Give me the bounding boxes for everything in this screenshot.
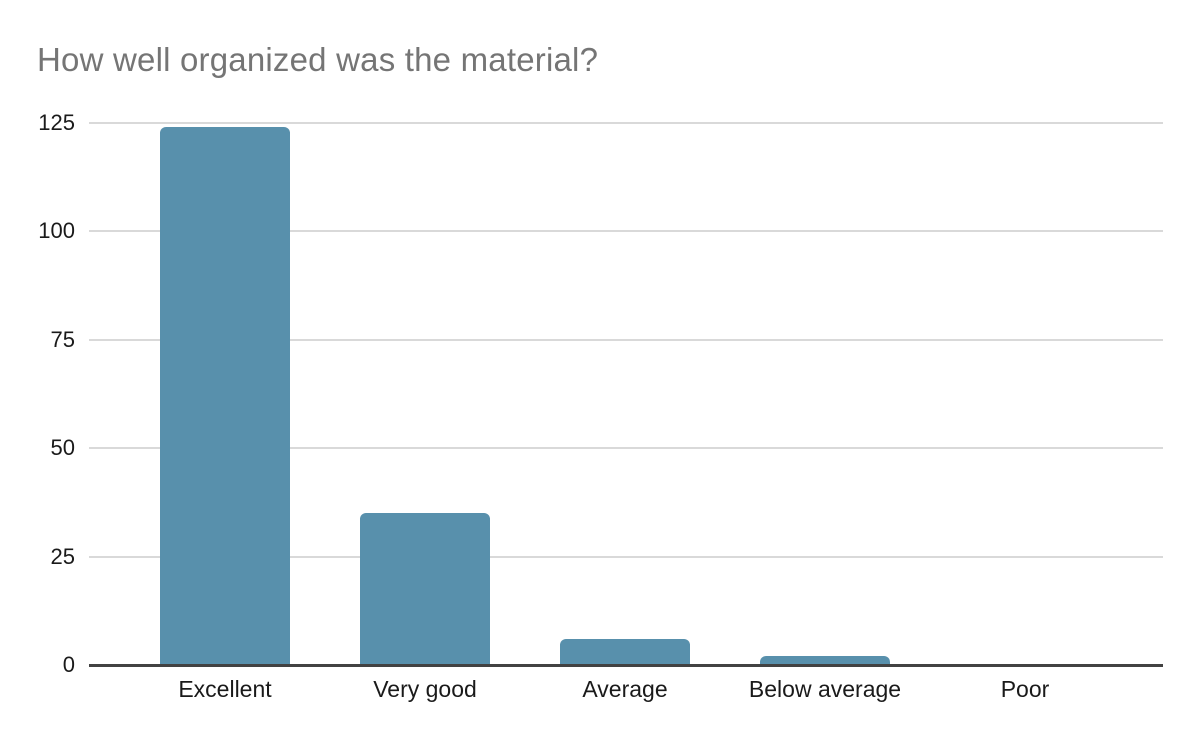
plot-area bbox=[89, 122, 1163, 667]
bar-slot bbox=[325, 123, 525, 665]
bar-below-average bbox=[760, 656, 890, 665]
bar-very-good bbox=[360, 513, 490, 665]
y-tick-label: 75 bbox=[50, 326, 75, 352]
gridline bbox=[89, 230, 1163, 233]
x-category-label: Average bbox=[582, 676, 668, 702]
gridline bbox=[89, 447, 1163, 450]
y-tick-label: 125 bbox=[38, 110, 75, 135]
x-axis-baseline bbox=[89, 664, 1163, 667]
bar-slot bbox=[125, 123, 325, 665]
x-category-label: Poor bbox=[1000, 676, 1050, 702]
bar-slot bbox=[725, 123, 925, 665]
bar-slot bbox=[925, 123, 1125, 665]
y-tick-label: 100 bbox=[38, 218, 75, 244]
x-category-label: Below average bbox=[748, 676, 902, 702]
gridline bbox=[89, 555, 1163, 558]
x-category-label: Very good bbox=[373, 676, 477, 702]
bars-band bbox=[125, 123, 1125, 665]
y-tick-label: 50 bbox=[50, 435, 75, 461]
chart-title: How well organized was the material? bbox=[37, 41, 599, 78]
gridline bbox=[89, 122, 1163, 124]
y-tick-label: 0 bbox=[62, 652, 75, 677]
bar-average bbox=[560, 638, 690, 665]
bar-slot bbox=[525, 123, 725, 665]
y-tick-label: 25 bbox=[50, 543, 75, 569]
gridline bbox=[89, 338, 1163, 341]
x-axis: Excellent Very good Average Below average Po… bbox=[125, 676, 1125, 703]
x-category-label: Excellent bbox=[178, 676, 272, 702]
bar-excellent bbox=[160, 127, 290, 665]
